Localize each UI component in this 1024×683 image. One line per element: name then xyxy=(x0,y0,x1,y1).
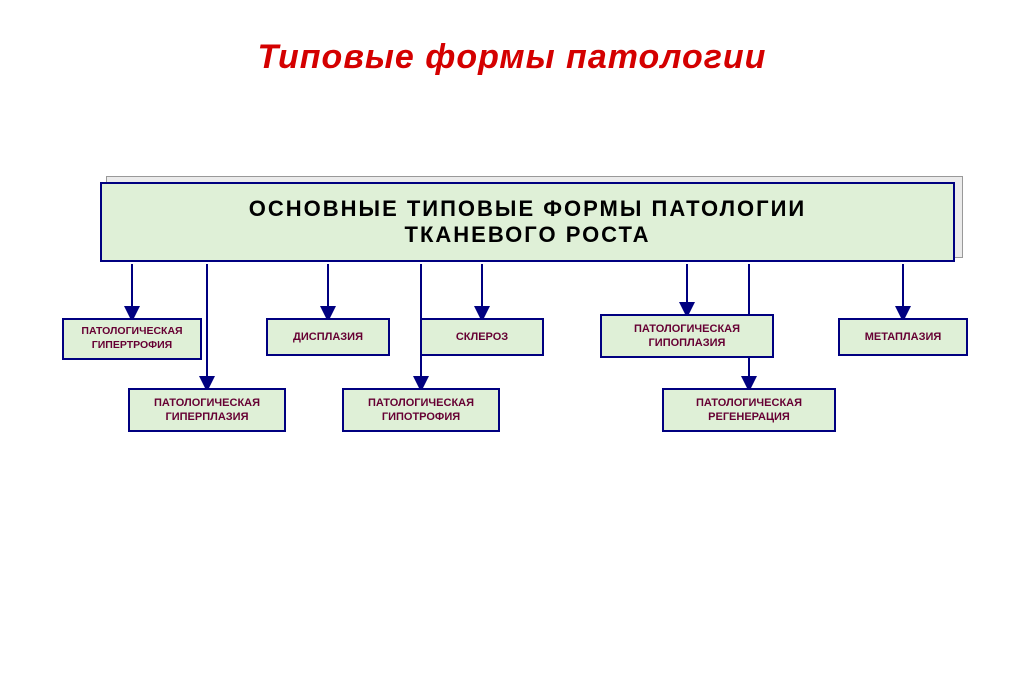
node-line-2: ГИПОТРОФИЯ xyxy=(382,410,460,424)
node-line-1: ПАТОЛОГИЧЕСКАЯ xyxy=(634,322,740,336)
node-line-2: РЕГЕНЕРАЦИЯ xyxy=(708,410,790,424)
node-hypoplasia: ПАТОЛОГИЧЕСКАЯГИПОПЛАЗИЯ xyxy=(600,314,774,358)
node-line-2: ГИПЕРПЛАЗИЯ xyxy=(166,410,249,424)
node-line-1: ДИСПЛАЗИЯ xyxy=(293,330,363,344)
node-line-1: СКЛЕРОЗ xyxy=(456,330,508,344)
node-line-2: ГИПЕРТРОФИЯ xyxy=(92,339,172,353)
node-dysplasia: ДИСПЛАЗИЯ xyxy=(266,318,390,356)
node-regeneration: ПАТОЛОГИЧЕСКАЯРЕГЕНЕРАЦИЯ xyxy=(662,388,836,432)
node-hypotrophy: ПАТОЛОГИЧЕСКАЯГИПОТРОФИЯ xyxy=(342,388,500,432)
node-hypertrophy: ПАТОЛОГИЧЕСКАЯГИПЕРТРОФИЯ xyxy=(62,318,202,360)
node-hyperplasia: ПАТОЛОГИЧЕСКАЯГИПЕРПЛАЗИЯ xyxy=(128,388,286,432)
node-line-1: ПАТОЛОГИЧЕСКАЯ xyxy=(154,396,260,410)
root-line-1: ОСНОВНЫЕ ТИПОВЫЕ ФОРМЫ ПАТОЛОГИИ xyxy=(249,196,806,222)
root-box: ОСНОВНЫЕ ТИПОВЫЕ ФОРМЫ ПАТОЛОГИИ ТКАНЕВО… xyxy=(100,182,955,262)
node-metaplasia: МЕТАПЛАЗИЯ xyxy=(838,318,968,356)
node-line-1: МЕТАПЛАЗИЯ xyxy=(865,330,942,344)
node-line-1: ПАТОЛОГИЧЕСКАЯ xyxy=(696,396,802,410)
node-line-2: ГИПОПЛАЗИЯ xyxy=(649,336,726,350)
node-sclerosis: СКЛЕРОЗ xyxy=(420,318,544,356)
node-line-1: ПАТОЛОГИЧЕСКАЯ xyxy=(368,396,474,410)
node-line-1: ПАТОЛОГИЧЕСКАЯ xyxy=(81,325,182,339)
page-title: Типовые формы патологии xyxy=(0,38,1024,77)
root-line-2: ТКАНЕВОГО РОСТА xyxy=(405,222,651,248)
